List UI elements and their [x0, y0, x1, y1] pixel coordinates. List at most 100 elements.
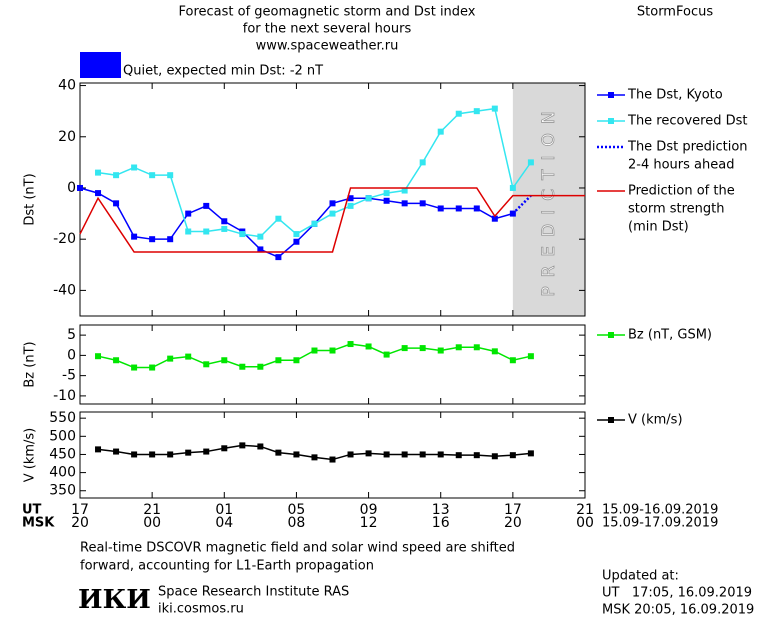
- y-tick-label: 20: [58, 129, 76, 145]
- status-swatch: [80, 52, 121, 78]
- y-tick-label: -10: [53, 388, 76, 404]
- footer-note: Real-time DSCOVR magnetic field and sola…: [80, 541, 515, 556]
- data-point: [509, 184, 516, 191]
- y-tick-label: -20: [53, 231, 76, 247]
- data-point: [437, 347, 444, 354]
- plot-frame: [79, 324, 586, 405]
- data-point: [185, 228, 192, 235]
- x-tick-label: 01: [215, 502, 233, 518]
- data-point: [149, 172, 156, 179]
- x-tick-label: 13: [432, 502, 450, 518]
- title-line: for the next several hours: [243, 22, 412, 37]
- y-axis-label: Dst (nT): [23, 173, 38, 225]
- data-point: [293, 357, 300, 364]
- updated: MSK 20:05, 16.09.2019: [602, 603, 754, 618]
- title-line: Forecast of geomagnetic storm and Dst in…: [178, 5, 475, 20]
- data-point: [365, 195, 372, 202]
- data-point: [509, 357, 516, 364]
- data-point: [401, 345, 408, 352]
- data-point: [455, 110, 462, 117]
- prediction-label: PREDICTION: [539, 102, 559, 296]
- data-point: [239, 363, 246, 370]
- legend-label: Bz (nT, GSM): [628, 328, 712, 343]
- data-point: [203, 361, 210, 368]
- data-point: [149, 364, 156, 371]
- data-point: [113, 172, 120, 179]
- x-tick-label-msk: 00: [143, 515, 161, 531]
- data-point: [473, 108, 480, 115]
- x-tick-label-msk: 08: [288, 515, 306, 531]
- legend-label: The Dst, Kyoto: [627, 88, 723, 103]
- x-tick-label: 09: [360, 502, 378, 518]
- plot-frame: [79, 82, 586, 317]
- data-point: [329, 347, 336, 354]
- y-tick-label: 500: [49, 428, 76, 444]
- y-axis-label: V (km/s): [23, 428, 38, 483]
- data-point: [257, 233, 264, 240]
- date-range: 15.09-17.09.2019: [602, 516, 718, 531]
- data-point: [311, 454, 318, 461]
- data-point: [221, 225, 228, 232]
- data-point: [509, 452, 516, 459]
- data-point: [491, 105, 498, 112]
- y-tick-label: 400: [49, 465, 76, 481]
- data-point: [203, 228, 210, 235]
- date-range: 15.09-16.09.2019: [602, 503, 718, 518]
- status-text: Quiet, expected min Dst: -2 nT: [123, 64, 323, 79]
- data-point: [275, 449, 282, 456]
- data-point: [95, 446, 102, 453]
- data-point: [203, 448, 210, 455]
- y-tick-label: 0: [67, 347, 76, 363]
- x-tick-label: 21: [576, 502, 594, 518]
- x-tick-label-msk: 04: [215, 515, 233, 531]
- legend-marker: [608, 332, 614, 338]
- data-point: [455, 452, 462, 459]
- data-point: [455, 205, 462, 212]
- y-tick-label: 5: [67, 327, 76, 343]
- data-point: [437, 128, 444, 135]
- data-point: [257, 363, 264, 370]
- data-point: [131, 364, 138, 371]
- data-point: [257, 246, 264, 253]
- data-point: [239, 442, 246, 449]
- y-tick-label: -5: [62, 368, 76, 384]
- data-point: [113, 357, 120, 364]
- data-point: [77, 184, 83, 191]
- data-point: [275, 215, 282, 222]
- x-axis-label: MSK: [22, 516, 55, 531]
- data-point: [113, 448, 120, 455]
- data-point: [347, 341, 354, 348]
- data-point: [383, 351, 390, 358]
- y-tick-label: 450: [49, 446, 76, 462]
- title-line: www.spaceweather.ru: [256, 39, 399, 54]
- data-point: [293, 238, 300, 245]
- x-tick-label: 05: [288, 502, 306, 518]
- legend-label: (min Dst): [628, 220, 689, 235]
- x-tick-label-msk: 16: [432, 515, 450, 531]
- data-point: [401, 451, 408, 458]
- data-point: [167, 451, 174, 458]
- site: iki.cosmos.ru: [158, 602, 244, 617]
- data-point: [113, 200, 120, 207]
- legend-marker: [608, 118, 614, 124]
- data-point: [437, 451, 444, 458]
- data-point: [131, 233, 138, 240]
- data-point: [131, 164, 138, 171]
- data-point: [401, 200, 408, 207]
- legend-marker: [608, 417, 614, 423]
- institute: Space Research Institute RAS: [158, 585, 349, 600]
- data-point: [167, 355, 174, 362]
- x-tick-label: 17: [504, 502, 522, 518]
- data-point: [473, 344, 480, 351]
- data-point: [275, 357, 282, 364]
- x-tick-label-msk: 12: [360, 515, 378, 531]
- data-point: [491, 453, 498, 460]
- data-point: [401, 187, 408, 194]
- data-point: [491, 348, 498, 355]
- data-point: [185, 353, 192, 360]
- data-point: [365, 343, 372, 350]
- legend-label: The Dst prediction: [627, 140, 748, 155]
- legend-label: Prediction of the: [628, 184, 735, 199]
- data-point: [527, 450, 534, 457]
- series-line: [97, 107, 532, 238]
